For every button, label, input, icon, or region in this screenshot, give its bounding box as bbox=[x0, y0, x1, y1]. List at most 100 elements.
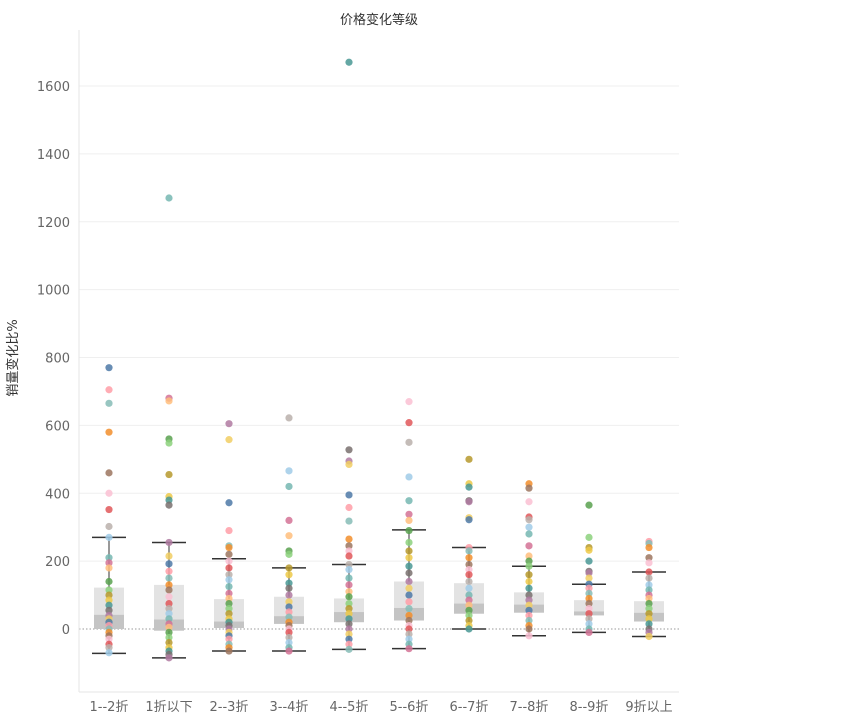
data-point bbox=[165, 599, 173, 608]
data-point bbox=[165, 654, 173, 662]
data-point bbox=[585, 615, 593, 623]
data-point bbox=[405, 611, 413, 620]
x-category-label: 5--6折 bbox=[390, 700, 429, 715]
data-point bbox=[465, 516, 473, 524]
data-point bbox=[345, 542, 353, 550]
data-point bbox=[345, 630, 353, 638]
y-tick-label: 200 bbox=[45, 555, 70, 570]
data-point bbox=[345, 620, 353, 628]
data-point bbox=[585, 584, 593, 592]
data-point bbox=[585, 594, 593, 603]
data-point bbox=[585, 628, 593, 636]
data-point bbox=[405, 419, 413, 427]
data-point bbox=[645, 568, 653, 576]
data-point bbox=[405, 591, 413, 599]
data-point bbox=[345, 566, 353, 574]
y-tick-label: 0 bbox=[62, 623, 70, 638]
data-point bbox=[345, 593, 353, 601]
data-point bbox=[525, 606, 533, 614]
data-point bbox=[105, 533, 113, 541]
data-point bbox=[225, 589, 233, 597]
data-point bbox=[225, 543, 233, 552]
data-point bbox=[345, 552, 353, 560]
data-point bbox=[165, 194, 173, 202]
data-point bbox=[285, 633, 293, 642]
data-point bbox=[345, 460, 353, 469]
data-point bbox=[525, 625, 533, 633]
data-point bbox=[165, 623, 173, 631]
y-tick-label: 600 bbox=[45, 419, 70, 434]
data-point bbox=[285, 603, 293, 611]
data-point bbox=[645, 581, 653, 589]
data-point bbox=[105, 469, 113, 477]
y-tick-label: 1600 bbox=[37, 80, 70, 95]
data-point bbox=[645, 574, 653, 582]
data-point bbox=[525, 591, 533, 599]
data-point bbox=[405, 569, 413, 577]
data-point bbox=[285, 550, 293, 558]
data-point bbox=[225, 594, 233, 603]
data-point bbox=[285, 638, 293, 647]
data-point bbox=[345, 491, 353, 499]
data-point bbox=[165, 501, 173, 509]
data-point bbox=[105, 649, 113, 657]
data-point bbox=[465, 455, 473, 463]
data-point bbox=[645, 599, 653, 608]
data-point bbox=[345, 640, 353, 648]
data-point bbox=[105, 577, 113, 586]
data-point bbox=[225, 582, 233, 591]
data-point bbox=[645, 543, 653, 552]
data-point bbox=[525, 542, 533, 550]
data-point bbox=[585, 599, 593, 608]
data-point bbox=[645, 620, 653, 628]
chart-title: 价格变化等级 bbox=[340, 12, 418, 28]
data-point bbox=[165, 560, 173, 568]
data-points bbox=[105, 58, 653, 662]
data-point bbox=[405, 616, 413, 625]
data-point bbox=[345, 588, 353, 596]
data-point bbox=[465, 601, 473, 609]
y-axis-title: 销量变化比% bbox=[5, 319, 21, 396]
data-point bbox=[225, 564, 233, 572]
data-point bbox=[525, 557, 533, 565]
data-point bbox=[285, 608, 293, 616]
x-category-label: 1--2折 bbox=[90, 700, 129, 715]
data-point bbox=[285, 613, 293, 621]
data-point bbox=[465, 560, 473, 569]
data-point bbox=[105, 489, 113, 497]
data-point bbox=[165, 552, 173, 560]
data-point bbox=[285, 591, 293, 599]
data-point bbox=[465, 566, 473, 574]
data-point bbox=[525, 577, 533, 586]
data-point bbox=[165, 593, 173, 601]
data-point bbox=[405, 538, 413, 547]
data-point bbox=[225, 499, 233, 507]
data-point bbox=[405, 526, 413, 535]
data-point bbox=[165, 567, 173, 575]
data-point bbox=[345, 574, 353, 582]
data-point bbox=[345, 581, 353, 589]
data-point bbox=[405, 630, 413, 638]
data-point bbox=[465, 547, 473, 555]
data-point bbox=[525, 632, 533, 640]
data-point bbox=[285, 647, 293, 655]
data-point bbox=[465, 584, 473, 592]
data-point bbox=[165, 439, 173, 447]
x-category-label: 9折以上 bbox=[625, 700, 672, 715]
data-point bbox=[165, 605, 173, 613]
data-point bbox=[525, 484, 533, 492]
data-point bbox=[105, 522, 113, 531]
data-point bbox=[105, 428, 113, 436]
data-point bbox=[225, 557, 233, 565]
data-point bbox=[645, 610, 653, 618]
x-category-label: 6--7折 bbox=[450, 700, 489, 715]
data-point bbox=[645, 554, 653, 562]
data-point bbox=[345, 517, 353, 525]
data-point bbox=[105, 386, 113, 394]
data-point bbox=[465, 571, 473, 579]
data-point bbox=[225, 571, 233, 579]
data-point bbox=[345, 635, 353, 643]
data-point bbox=[225, 647, 233, 655]
data-point bbox=[465, 611, 473, 620]
data-point bbox=[105, 505, 113, 514]
